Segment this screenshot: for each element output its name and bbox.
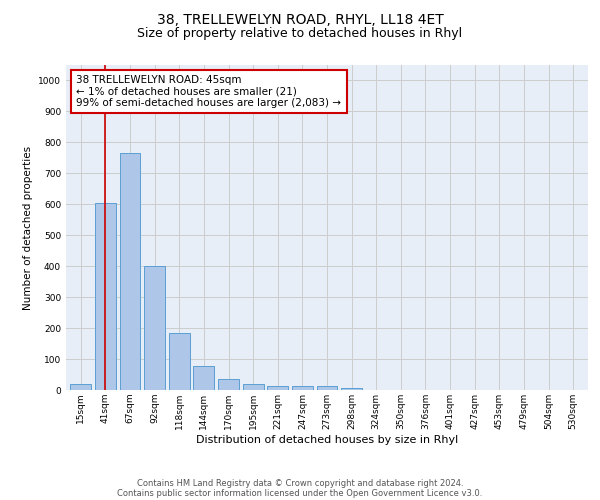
Y-axis label: Number of detached properties: Number of detached properties [23, 146, 32, 310]
Bar [193, 366, 214, 390]
Bar [341, 388, 362, 390]
Bar [292, 386, 313, 390]
Text: 38 TRELLEWELYN ROAD: 45sqm
← 1% of detached houses are smaller (21)
99% of semi-: 38 TRELLEWELYN ROAD: 45sqm ← 1% of detac… [76, 74, 341, 108]
X-axis label: Distribution of detached houses by size in Rhyl: Distribution of detached houses by size … [196, 434, 458, 444]
Bar [169, 332, 190, 390]
Text: Contains HM Land Registry data © Crown copyright and database right 2024.: Contains HM Land Registry data © Crown c… [137, 478, 463, 488]
Bar [144, 266, 165, 390]
Bar [70, 384, 91, 390]
Bar [95, 202, 116, 390]
Text: Size of property relative to detached houses in Rhyl: Size of property relative to detached ho… [137, 28, 463, 40]
Bar [119, 153, 140, 390]
Text: 38, TRELLEWELYN ROAD, RHYL, LL18 4ET: 38, TRELLEWELYN ROAD, RHYL, LL18 4ET [157, 12, 443, 26]
Bar [218, 379, 239, 390]
Bar [242, 384, 263, 390]
Bar [317, 386, 337, 390]
Bar [267, 386, 288, 390]
Text: Contains public sector information licensed under the Open Government Licence v3: Contains public sector information licen… [118, 488, 482, 498]
